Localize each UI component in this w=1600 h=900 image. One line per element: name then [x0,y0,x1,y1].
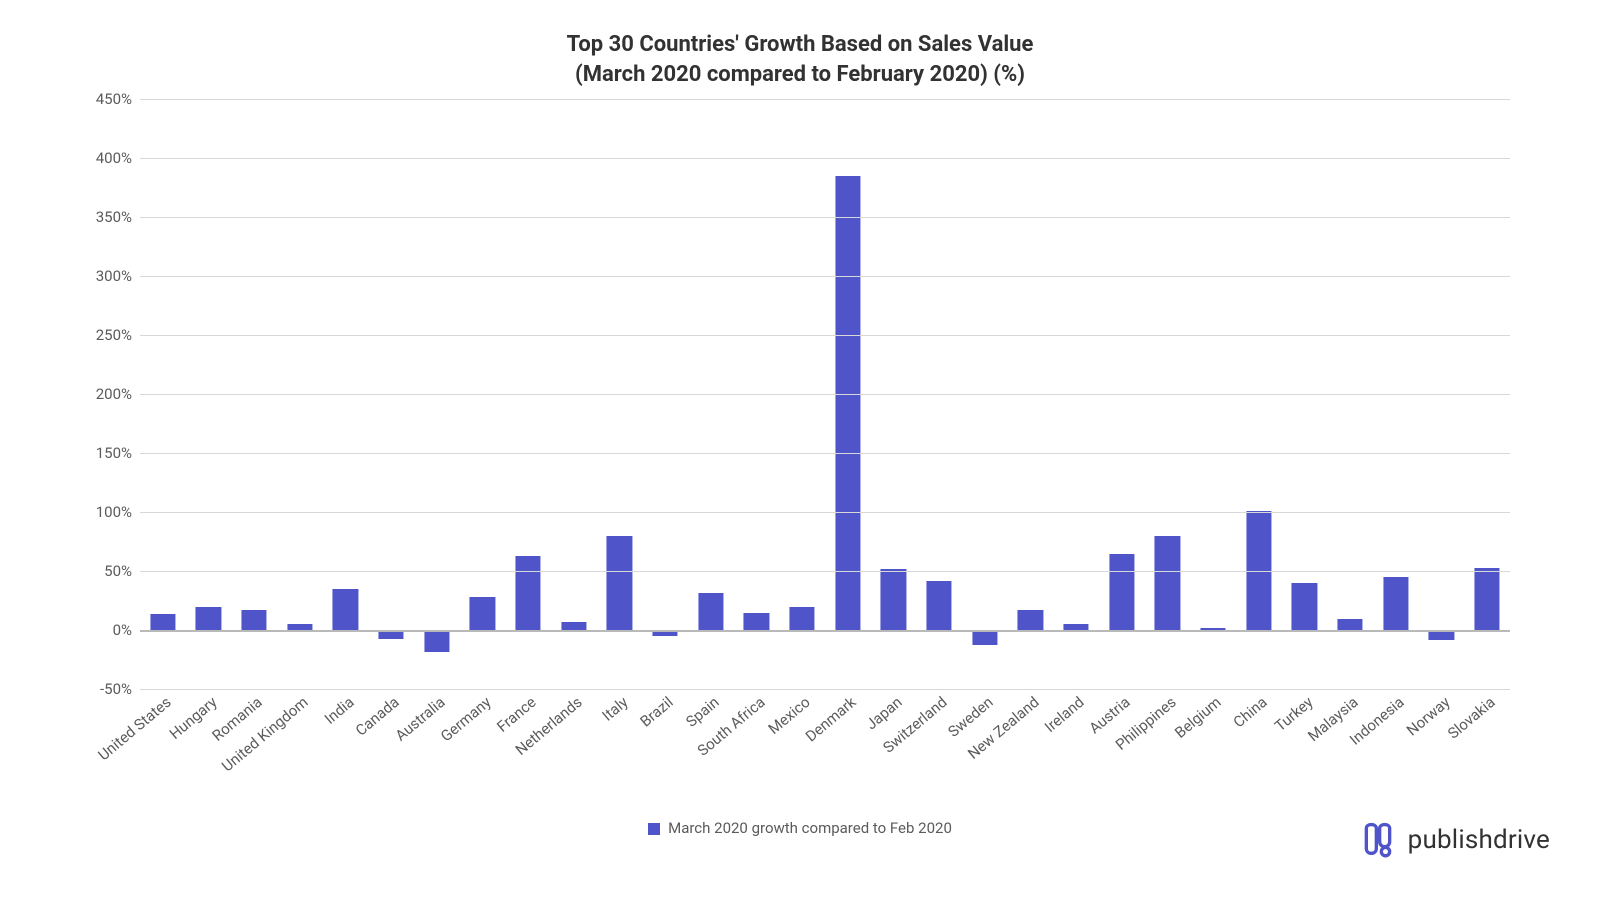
chart-bar [1338,619,1363,631]
chart-y-tick-label: 350% [80,208,132,226]
chart-bar [972,630,997,644]
chart-x-tick-label: Brazil [637,693,677,731]
chart-plot-area: -50%0%50%100%150%200%250%300%350%400%450… [80,99,1520,689]
chart-bar [1383,577,1408,630]
chart-bar [744,613,769,631]
chart-y-tick-label: 250% [80,326,132,344]
chart-x-tick-label: Denmark [802,693,860,745]
chart-legend: March 2020 growth compared to Feb 2020 [80,819,1520,837]
chart-container: Top 30 Countries' Growth Based on Sales … [80,30,1520,850]
chart-gridline [140,512,1510,513]
chart-y-tick-label: 150% [80,444,132,462]
chart-bar [333,589,358,630]
chart-x-tick-label: China [1230,693,1271,731]
chart-bar [607,536,632,630]
chart-bar [561,622,586,630]
chart-y-tick-label: 300% [80,267,132,285]
chart-bar [424,630,449,651]
chart-gridline [140,453,1510,454]
chart-bar [881,569,906,630]
legend-swatch-icon [648,823,660,835]
chart-x-tick-label: Slovakia [1444,693,1498,743]
chart-x-labels: United StatesHungaryRomaniaUnited Kingdo… [140,689,1510,809]
chart-gridline [140,217,1510,218]
chart-y-tick-label: 0% [80,621,132,639]
chart-bar [242,610,267,630]
chart-bar [927,581,952,631]
chart-bar [150,614,175,631]
legend-label: March 2020 growth compared to Feb 2020 [668,819,952,837]
chart-gridline [140,335,1510,336]
chart-bar [698,593,723,631]
chart-gridline [140,158,1510,159]
chart-y-tick-label: 50% [80,562,132,580]
chart-bar [196,607,221,631]
chart-x-tick-label: Ireland [1041,693,1087,736]
chart-y-tick-label: 100% [80,503,132,521]
chart-bar [1292,583,1317,630]
chart-bar [790,607,815,631]
chart-y-tick-label: 200% [80,385,132,403]
chart-x-tick-label: Australia [392,693,449,745]
chart-gridline [140,394,1510,395]
chart-bar [470,597,495,630]
chart-y-tick-label: 450% [80,90,132,108]
chart-y-tick-label: 400% [80,149,132,167]
chart-gridline [140,99,1510,100]
chart-x-tick-label: United States [94,693,174,764]
chart-x-tick-label: Norway [1403,693,1454,740]
chart-gridline [140,571,1510,572]
chart-y-tick-label: -50% [80,680,132,698]
chart-x-tick-label: Germany [437,693,494,745]
chart-x-tick-label: Italy [598,693,631,725]
chart-title-block: Top 30 Countries' Growth Based on Sales … [80,30,1520,89]
chart-title-line-1: Top 30 Countries' Growth Based on Sales … [80,30,1520,60]
chart-bar [1109,554,1134,631]
chart-x-tick-label: India [320,693,357,728]
chart-title-line-2: (March 2020 compared to February 2020) (… [80,60,1520,90]
chart-gridline [140,276,1510,277]
brand-block: publishdrive [1358,820,1550,860]
chart-bar [1475,568,1500,631]
chart-bar [1018,610,1043,630]
chart-gridline [140,630,1510,632]
brand-name: publishdrive [1408,825,1550,855]
chart-bar [835,176,860,630]
chart-bar [1155,536,1180,630]
chart-bar [516,556,541,630]
publishdrive-logo-icon [1358,820,1398,860]
chart-x-tick-label: Belgium [1171,693,1224,742]
